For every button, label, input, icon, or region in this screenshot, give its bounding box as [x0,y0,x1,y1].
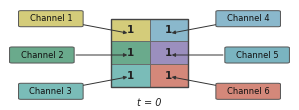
FancyBboxPatch shape [216,11,280,27]
FancyBboxPatch shape [150,41,188,64]
Text: 1: 1 [165,48,173,58]
FancyBboxPatch shape [150,19,188,41]
Text: Channel 6: Channel 6 [227,87,269,96]
Text: 1: 1 [126,48,134,58]
FancyBboxPatch shape [225,47,289,63]
FancyBboxPatch shape [10,47,74,63]
Text: Channel 4: Channel 4 [227,14,269,23]
Text: Channel 3: Channel 3 [30,87,72,96]
Text: 1: 1 [126,25,134,35]
Text: Channel 5: Channel 5 [236,50,278,60]
FancyBboxPatch shape [111,41,150,64]
Text: 1: 1 [165,71,173,81]
FancyBboxPatch shape [111,19,150,41]
Text: 1: 1 [165,25,173,35]
FancyBboxPatch shape [216,83,280,99]
FancyBboxPatch shape [19,83,83,99]
FancyBboxPatch shape [111,64,150,87]
Text: t = 0: t = 0 [137,98,162,108]
Text: 1: 1 [126,71,134,81]
FancyBboxPatch shape [19,11,83,27]
Text: Channel 2: Channel 2 [21,50,63,60]
Text: Channel 1: Channel 1 [30,14,72,23]
FancyBboxPatch shape [150,64,188,87]
